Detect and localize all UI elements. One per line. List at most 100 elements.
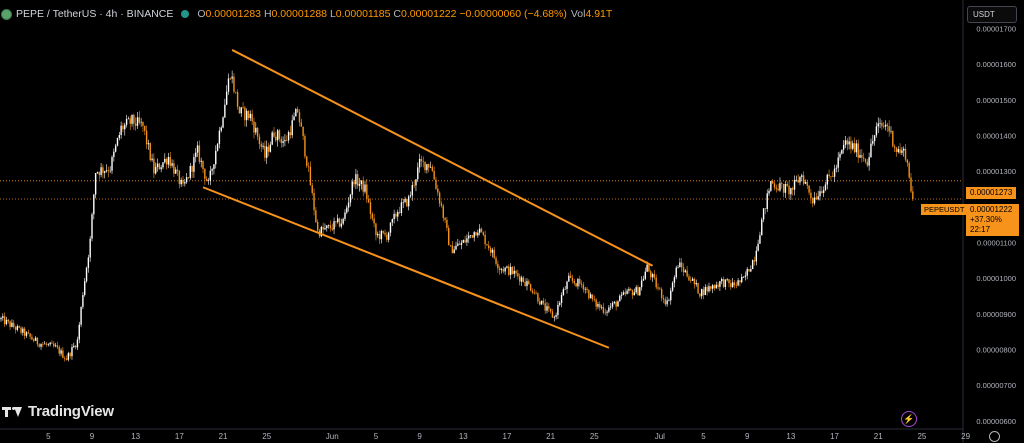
candle-body [751,260,754,270]
candle-body [502,269,505,272]
candle-body [114,145,117,152]
candle-body [588,290,590,299]
candle-body [728,279,730,284]
x-tick-label: Jun [326,432,339,441]
x-tick-label: Jul [655,432,665,441]
candle-body [131,114,133,124]
candle-body [87,257,90,268]
candle-body [848,141,850,145]
candle-body [133,114,135,124]
candle-body [888,126,890,132]
candle-body [2,316,4,318]
tradingview-logo[interactable]: TradingView [2,403,114,420]
currency-selector[interactable]: USDT [967,6,1017,23]
candle-body [76,339,79,348]
candle-body [611,303,614,307]
candle-body [699,293,701,297]
candle-body [227,78,230,92]
candle-body [158,163,161,170]
x-tick-label: 29 [961,432,970,441]
candle-body [118,135,120,138]
candle-body [142,121,144,126]
candle-body [795,179,798,181]
candle-body [196,145,199,153]
candle-body [861,155,863,158]
candle-body [287,132,290,141]
candle-body [782,183,785,193]
candle-body [240,107,242,114]
candle-body [837,157,839,168]
candle-body [280,138,282,143]
candle-body [726,279,728,280]
lightning-icon[interactable]: ⚡ [901,411,917,427]
candle-body [389,222,392,233]
candle-body [326,225,328,229]
candle-body [597,304,599,307]
candle-body [247,110,250,119]
y-tick-label: 0.00000800 [976,346,1016,355]
candle-body [322,226,324,230]
change-value: −0.00000060 (−4.68%) [459,8,567,20]
candle-body [429,166,432,168]
candle-body [102,167,104,173]
close-value: 0.00001222 [401,8,457,20]
candle-body [790,188,792,195]
candle-body [659,288,661,290]
candle-body [542,300,545,304]
candle-body [857,143,859,158]
candle-body [111,157,113,171]
candle-body [830,176,832,177]
candle-body [826,174,828,185]
candle-body [744,275,747,277]
candle-body [100,167,102,175]
candle-body [890,130,892,132]
candle-body [155,166,157,174]
candle-body [606,311,608,313]
candle-body [65,358,68,360]
x-tick-label: 21 [219,432,228,441]
candle-body [875,126,878,136]
symbol-title[interactable]: PEPE / TetherUS · 4h · BINANCE [16,8,174,20]
candle-body [18,326,20,328]
candle-body [338,218,341,227]
bar-countdown: 22:17 [970,225,991,234]
chart-header: PEPE / TetherUS · 4h · BINANCE O0.000012… [0,6,612,22]
gear-icon[interactable] [989,431,1000,442]
candle-body [11,322,13,327]
candle-body [531,290,534,293]
candle-body [246,110,248,121]
candle-body [184,182,186,184]
candle-body [244,107,246,121]
candle-body [331,228,333,230]
candle-body [62,350,64,358]
candle-body [675,267,677,278]
last-price-value: 0.00001222 [970,205,1013,214]
candle-body [153,158,155,174]
candle-body [793,179,796,190]
candle-body [215,150,217,165]
candle-body [801,175,803,177]
candle-body [575,283,577,287]
candle-body [78,324,80,340]
candle-body [358,183,361,186]
candle-body [457,243,459,246]
candle-body [366,184,368,200]
candle-body [180,179,182,185]
candle-body [872,141,874,144]
low-label: L [329,8,336,20]
candle-body [125,119,128,125]
candle-body [522,277,525,282]
candle-body [742,276,745,278]
candle-body [313,192,315,211]
x-tick-label: 9 [417,432,422,441]
candle-body [579,278,581,284]
candle-body [224,104,226,118]
candle-body [824,184,827,191]
candle-body [708,286,710,292]
candle-body [156,163,159,167]
candle-body [566,281,568,289]
candle-body [899,149,901,153]
candle-body [493,249,495,258]
candle-body [489,248,492,253]
